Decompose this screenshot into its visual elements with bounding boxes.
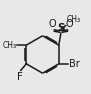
Text: CH₃: CH₃ bbox=[2, 41, 17, 50]
Text: S: S bbox=[57, 23, 65, 33]
Text: CH₃: CH₃ bbox=[67, 15, 81, 24]
Text: O: O bbox=[66, 19, 74, 29]
Text: F: F bbox=[17, 72, 23, 82]
Text: Br: Br bbox=[69, 59, 79, 69]
Text: O: O bbox=[48, 19, 56, 29]
